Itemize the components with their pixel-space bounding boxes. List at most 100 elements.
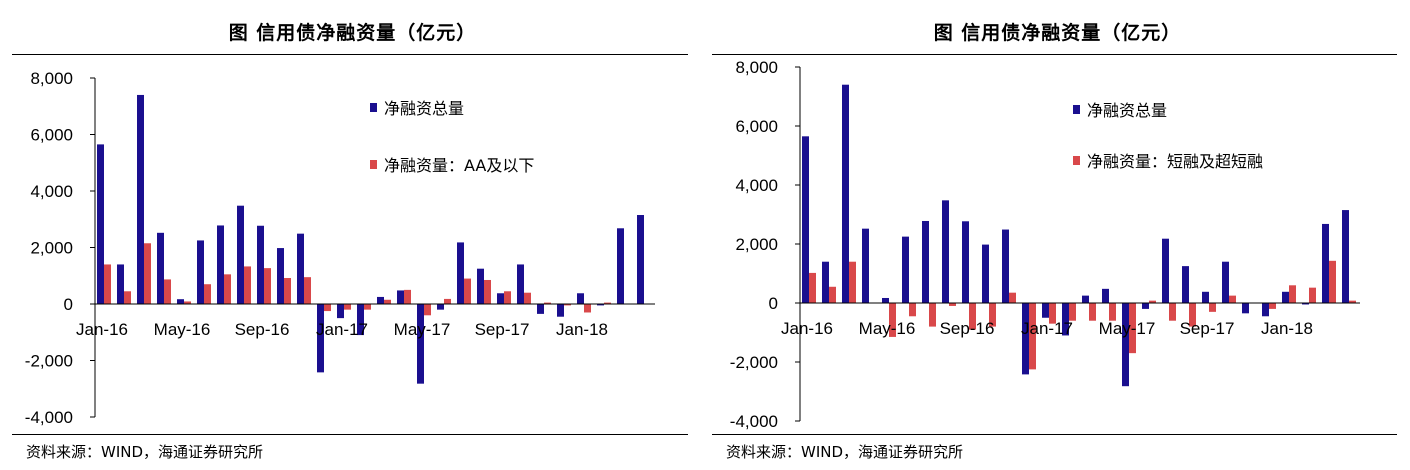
legend-label: 净融资总量 — [1087, 101, 1167, 120]
bar-total-Jan-16 — [802, 136, 809, 303]
bar-sub-Jan-16 — [104, 264, 111, 304]
bar-total-Feb-17 — [357, 304, 364, 336]
bar-sub-Feb-16 — [829, 286, 836, 303]
bar-total-Feb-18 — [1302, 303, 1309, 305]
bar-total-Jan-18 — [577, 293, 584, 304]
bar-sub-Mar-17 — [1089, 303, 1096, 321]
bar-sub-Mar-16 — [849, 261, 856, 303]
bar-sub-Mar-16 — [144, 243, 151, 304]
bar-sub-Feb-17 — [364, 304, 371, 310]
bar-total-Oct-17 — [1222, 261, 1229, 303]
bar-total-Mar-16 — [842, 84, 849, 303]
bar-total-Apr-17 — [1102, 288, 1109, 303]
legend-label: 净融资量：短融及超短融 — [1087, 152, 1263, 171]
bar-total-Nov-17 — [1242, 303, 1249, 314]
bar-sub-Jan-16 — [809, 272, 816, 303]
bar-sub-Feb-16 — [124, 291, 131, 304]
bar-total-Mar-18 — [1322, 223, 1329, 303]
bar-sub-Jul-16 — [929, 303, 936, 327]
bar-total-Jan-16 — [97, 144, 104, 304]
y-tick-label: 2,000 — [735, 235, 778, 254]
legend-swatch — [1073, 156, 1080, 165]
bar-sub-Oct-16 — [989, 303, 996, 327]
bar-sub-Sep-16 — [264, 268, 271, 304]
y-tick-label: 0 — [769, 294, 778, 313]
y-tick-label: 6,000 — [735, 117, 778, 136]
x-tick-label: Jan-17 — [1021, 319, 1073, 338]
bar-sub-Oct-17 — [1229, 295, 1236, 303]
x-tick-label: Jan-18 — [556, 320, 608, 339]
bar-total-Feb-17 — [1062, 303, 1069, 336]
x-tick-label: Jan-16 — [781, 319, 833, 338]
footer-rule-left — [12, 434, 688, 435]
bar-sub-Jun-16 — [909, 303, 916, 317]
bar-sub-Feb-18 — [604, 302, 611, 304]
bar-sub-Sep-17 — [1209, 303, 1216, 312]
bar-total-Jul-16 — [217, 225, 224, 304]
bar-total-Apr-17 — [397, 290, 404, 304]
y-tick-label: 4,000 — [735, 176, 778, 195]
footer-rule-right — [712, 434, 1397, 435]
legend-swatch — [370, 103, 377, 112]
y-tick-label: 2,000 — [30, 239, 73, 258]
bar-sub-Jul-16 — [224, 274, 231, 304]
bar-sub-Nov-17 — [544, 302, 551, 304]
x-tick-label: May-17 — [1099, 319, 1156, 338]
chart-right: -4,000 -2,000 0 2,000 4,000 6,000 8,000 Jan-16 M… — [730, 58, 1360, 431]
bar-total-Jun-17 — [1142, 303, 1149, 309]
bar-total-Aug-16 — [237, 205, 244, 304]
bar-total-Aug-16 — [942, 200, 949, 303]
bar-sub-Jun-16 — [204, 284, 211, 304]
legend-swatch — [370, 160, 377, 169]
y-tick-label: 8,000 — [735, 58, 778, 77]
bar-sub-Dec-16 — [1029, 303, 1036, 370]
bar-total-Oct-16 — [277, 248, 284, 304]
bar-sub-Mar-18 — [1329, 260, 1336, 303]
bar-total-Dec-17 — [557, 304, 564, 317]
bar-total-Feb-16 — [117, 264, 124, 304]
bar-sub-Mar-17 — [384, 299, 391, 304]
bar-total-Apr-18 — [637, 215, 644, 304]
bar-total-Dec-16 — [1022, 303, 1029, 375]
bar-total-Mar-17 — [1082, 295, 1089, 303]
bar-total-Apr-16 — [157, 232, 164, 304]
bar-sub-Apr-17 — [404, 289, 411, 304]
bar-sub-Jan-17 — [344, 304, 351, 310]
chart-title-left: 图 信用债净融资量（亿元） — [228, 22, 477, 44]
bar-total-Jun-16 — [197, 240, 204, 304]
x-tick-label: May-16 — [859, 319, 916, 338]
bar-sub-Feb-18 — [1309, 287, 1316, 303]
bar-sub-Dec-17 — [564, 304, 571, 306]
legend-label: 净融资量：AA及以下 — [384, 156, 534, 175]
chart-title-right: 图 信用债净融资量（亿元） — [933, 22, 1182, 44]
bar-sub-Jun-17 — [1149, 300, 1156, 303]
bar-total-Jan-17 — [337, 304, 344, 319]
bar-total-Aug-17 — [477, 268, 484, 304]
y-tick-label: 8,000 — [30, 69, 73, 88]
bar-sub-Aug-17 — [484, 279, 491, 304]
bar-sub-Jun-17 — [444, 298, 451, 304]
y-tick-label: -2,000 — [25, 352, 73, 371]
x-tick-label: Sep-16 — [940, 319, 995, 338]
bar-total-Apr-16 — [862, 228, 869, 303]
bar-total-Feb-18 — [597, 304, 604, 306]
x-tick-label: Jan-17 — [316, 320, 368, 339]
y-tick-label: 4,000 — [30, 182, 73, 201]
bar-total-Mar-16 — [137, 94, 144, 304]
bar-sub-Dec-17 — [1269, 303, 1276, 309]
bar-total-May-17 — [417, 304, 424, 384]
y-tick-label: -4,000 — [730, 412, 778, 431]
bar-sub-Sep-17 — [504, 291, 511, 304]
bar-total-Aug-17 — [1182, 266, 1189, 303]
bar-total-Mar-18 — [617, 228, 624, 304]
bar-sub-Sep-16 — [969, 303, 976, 330]
bar-sub-Nov-16 — [1009, 292, 1016, 303]
legend-swatch — [1073, 105, 1080, 114]
source-note-right: 资料来源：WIND，海通证券研究所 — [726, 443, 964, 461]
x-tick-label: May-17 — [394, 320, 451, 339]
bar-sub-May-16 — [184, 301, 191, 304]
chart-left: -4,000 -2,000 0 2,000 4,000 6,000 8,000 Jan-16 M… — [25, 69, 655, 427]
bar-total-Sep-16 — [257, 225, 264, 304]
bar-total-May-17 — [1122, 303, 1129, 387]
bar-sub-Jan-18 — [584, 304, 591, 313]
